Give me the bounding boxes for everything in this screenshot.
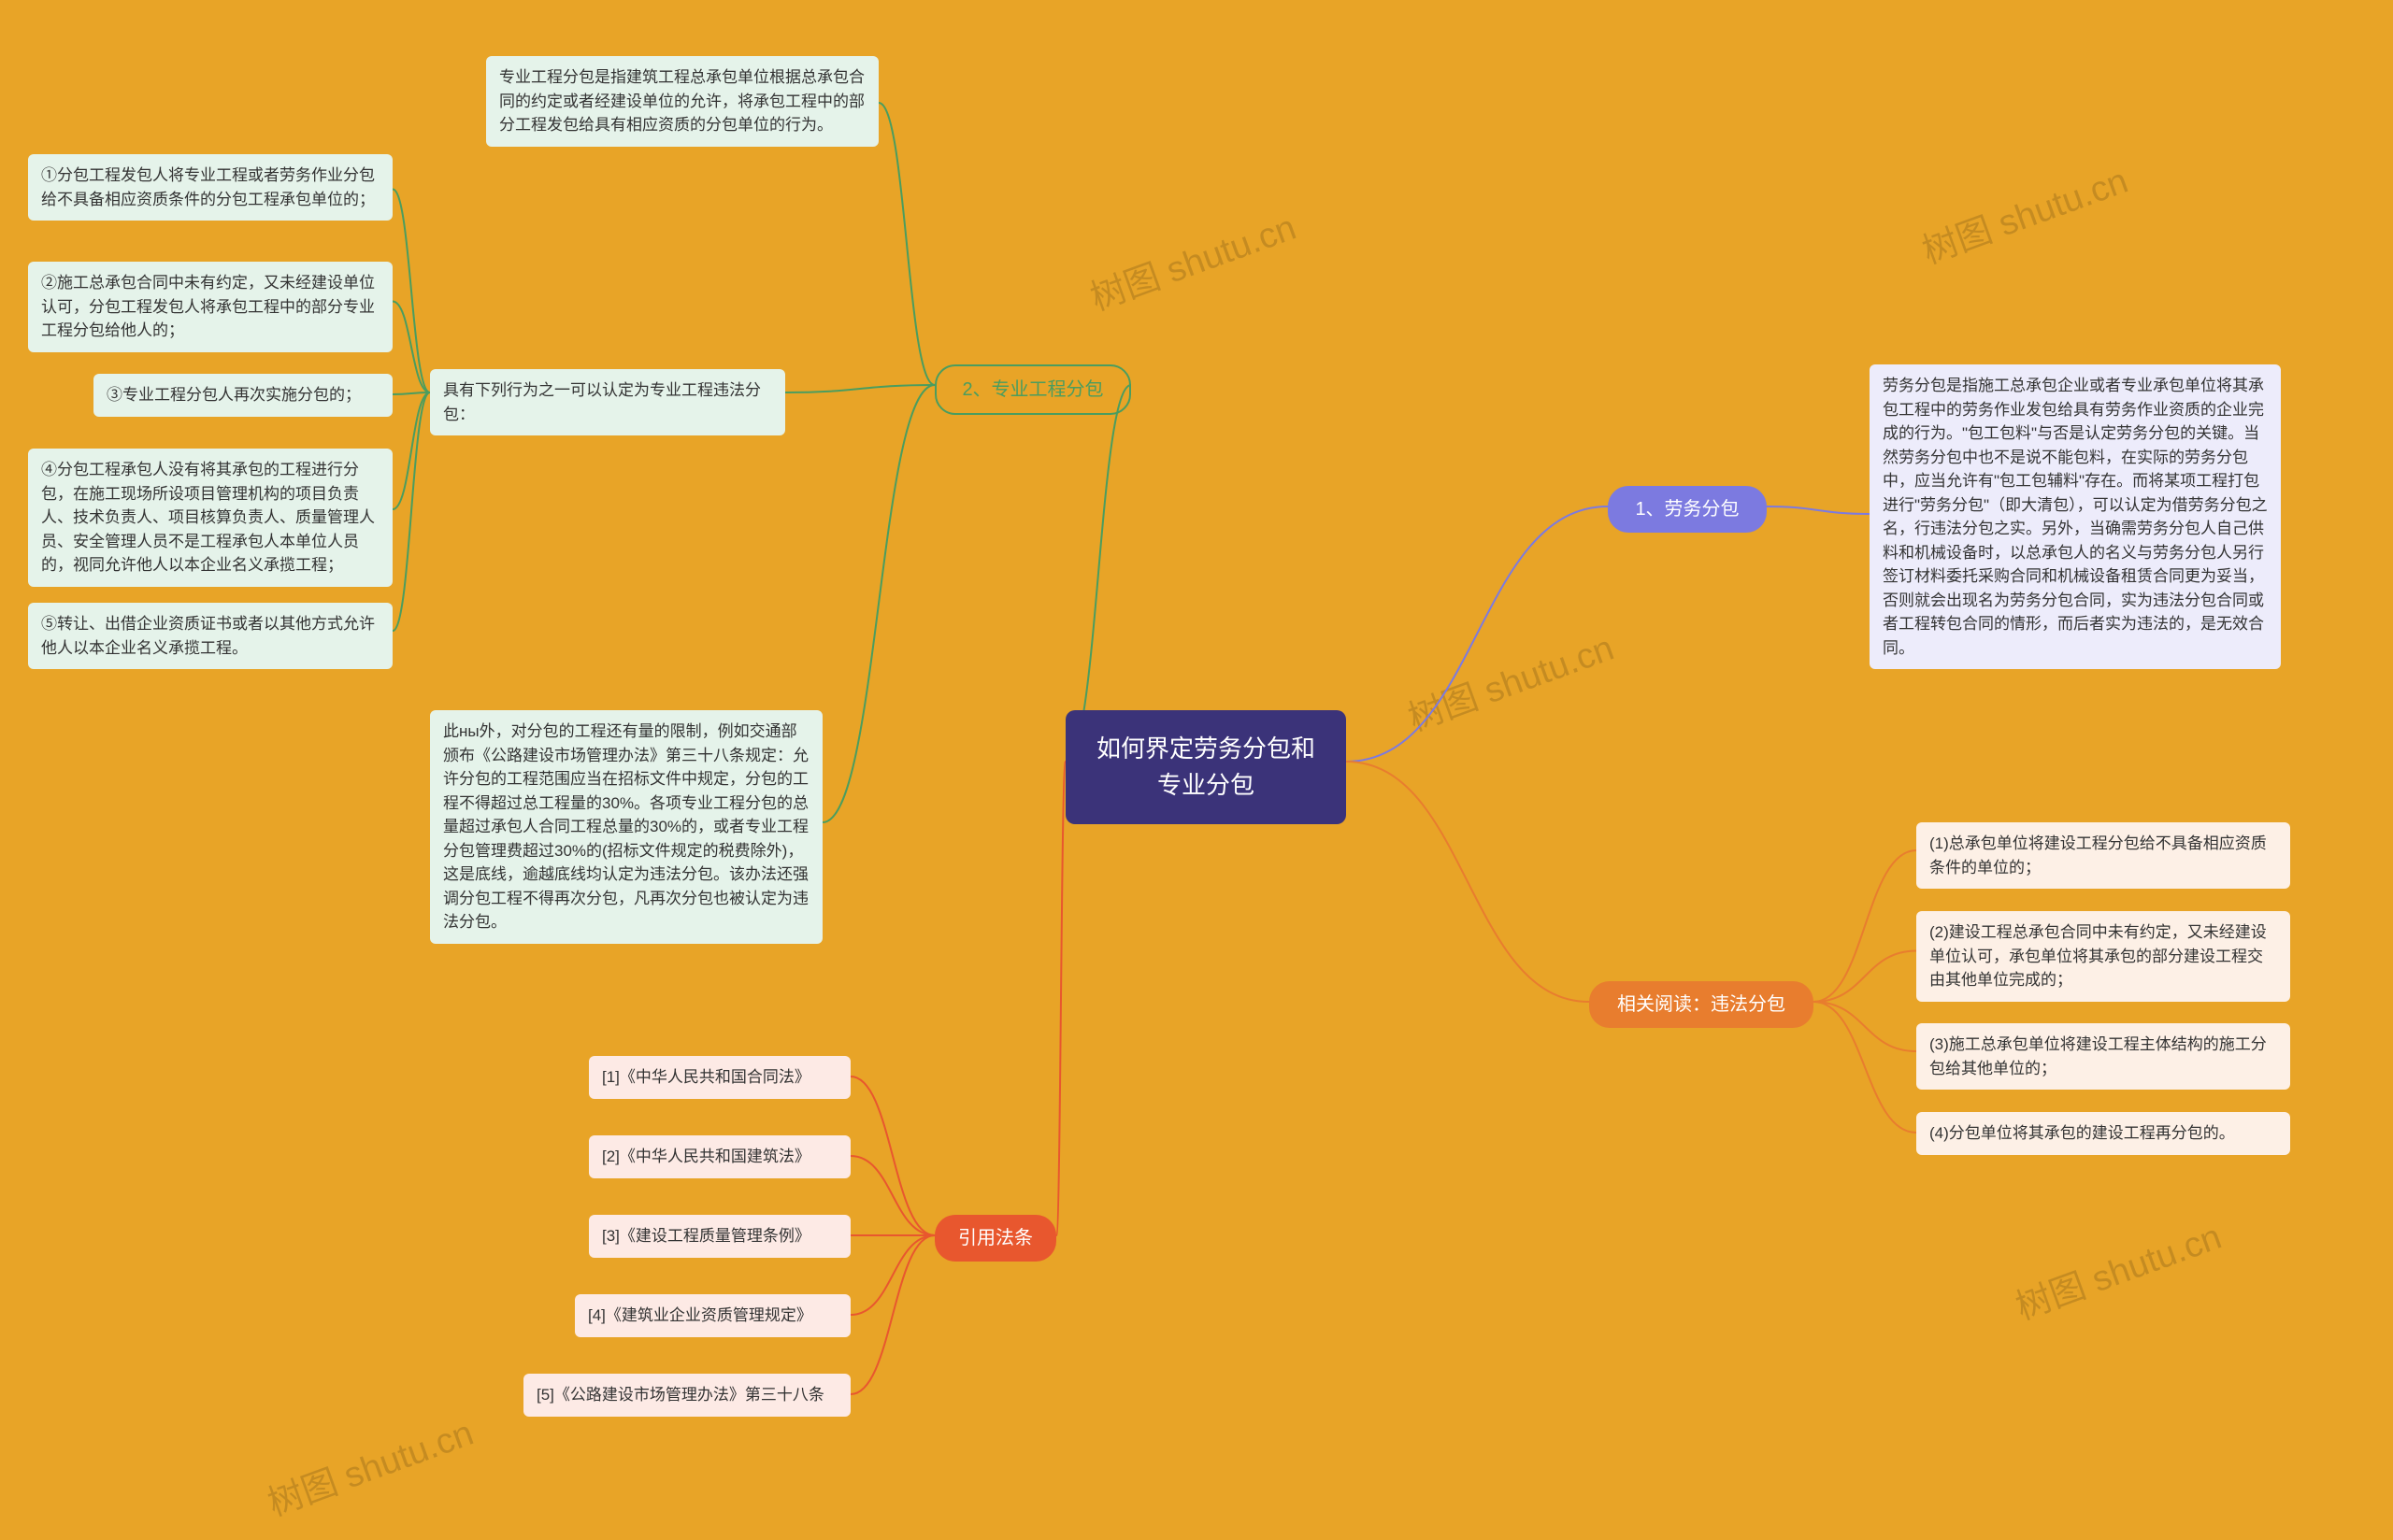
- leaf-node: ⑤转让、出借企业资质证书或者以其他方式允许他人以本企业名义承揽工程。: [28, 603, 393, 669]
- leaf-node: (2)建设工程总承包合同中未有约定，又未经建设单位认可，承包单位将其承包的部分建…: [1916, 911, 2290, 1002]
- leaf-node: ①分包工程发包人将专业工程或者劳务作业分包给不具备相应资质条件的分包工程承包单位…: [28, 154, 393, 221]
- leaf-node: [4]《建筑业企业资质管理规定》: [575, 1294, 851, 1337]
- mindmap-canvas: 树图 shutu.cn 树图 shutu.cn 树图 shutu.cn 树图 s…: [0, 0, 2393, 1540]
- leaf-node: [1]《中华人民共和国合同法》: [589, 1056, 851, 1099]
- leaf-node: [5]《公路建设市场管理办法》第三十八条: [523, 1374, 851, 1417]
- leaf-node: 具有下列行为之一可以认定为专业工程违法分包：: [430, 369, 785, 435]
- branch-node[interactable]: 2、专业工程分包: [935, 364, 1131, 415]
- leaf-node: (1)总承包单位将建设工程分包给不具备相应资质条件的单位的；: [1916, 822, 2290, 889]
- leaf-node: (3)施工总承包单位将建设工程主体结构的施工分包给其他单位的；: [1916, 1023, 2290, 1090]
- root-node[interactable]: 如何界定劳务分包和专业分包: [1066, 710, 1346, 824]
- watermark: 树图 shutu.cn: [1082, 198, 1302, 320]
- leaf-node: ④分包工程承包人没有将其承包的工程进行分包，在施工现场所设项目管理机构的项目负责…: [28, 449, 393, 587]
- leaf-node: 专业工程分包是指建筑工程总承包单位根据总承包合同的约定或者经建设单位的允许，将承…: [486, 56, 879, 147]
- branch-node[interactable]: 相关阅读：违法分包: [1589, 981, 1813, 1028]
- leaf-node: 劳务分包是指施工总承包企业或者专业承包单位将其承包工程中的劳务作业发包给具有劳务…: [1870, 364, 2281, 669]
- leaf-node: ③专业工程分包人再次实施分包的；: [93, 374, 393, 417]
- leaf-node: [2]《中华人民共和国建筑法》: [589, 1135, 851, 1178]
- leaf-node: [3]《建设工程质量管理条例》: [589, 1215, 851, 1258]
- branch-node[interactable]: 引用法条: [935, 1215, 1056, 1262]
- leaf-node: 此ны外，对分包的工程还有量的限制，例如交通部颁布《公路建设市场管理办法》第三十…: [430, 710, 823, 944]
- watermark: 树图 shutu.cn: [260, 1404, 480, 1525]
- leaf-node: ②施工总承包合同中未有约定，又未经建设单位认可，分包工程发包人将承包工程中的部分…: [28, 262, 393, 352]
- watermark: 树图 shutu.cn: [1400, 619, 1620, 740]
- watermark: 树图 shutu.cn: [1914, 151, 2134, 273]
- watermark: 树图 shutu.cn: [2008, 1207, 2228, 1329]
- branch-node[interactable]: 1、劳务分包: [1608, 486, 1767, 533]
- leaf-node: (4)分包单位将其承包的建设工程再分包的。: [1916, 1112, 2290, 1155]
